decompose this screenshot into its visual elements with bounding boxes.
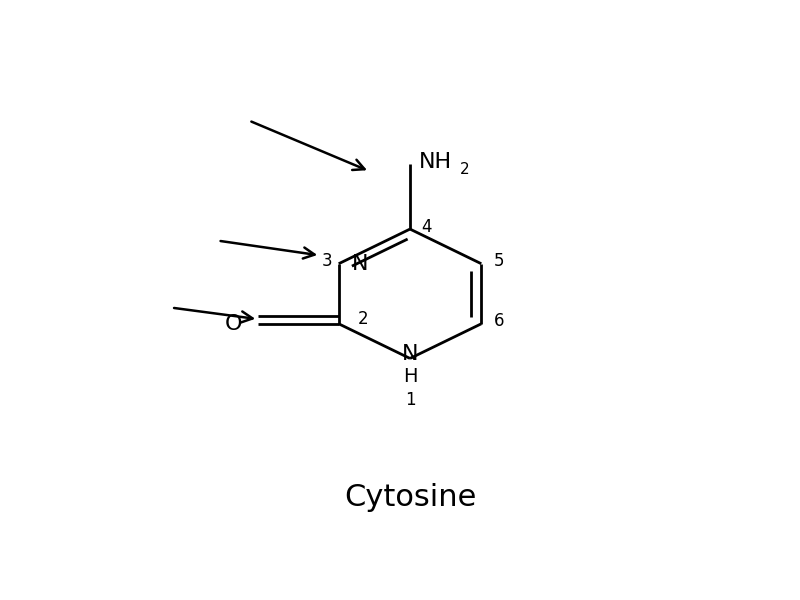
Text: 4: 4 (421, 218, 432, 236)
Text: Cytosine: Cytosine (344, 482, 476, 512)
Text: 5: 5 (494, 253, 504, 271)
Text: N: N (352, 254, 369, 274)
Text: 1: 1 (405, 391, 415, 409)
Text: N: N (402, 344, 418, 364)
Text: H: H (402, 367, 418, 386)
Text: NH: NH (419, 152, 453, 172)
Text: 6: 6 (494, 313, 504, 331)
Text: O: O (225, 314, 242, 334)
Text: 3: 3 (322, 253, 333, 271)
Text: 2: 2 (459, 163, 470, 178)
Text: 2: 2 (358, 310, 368, 328)
